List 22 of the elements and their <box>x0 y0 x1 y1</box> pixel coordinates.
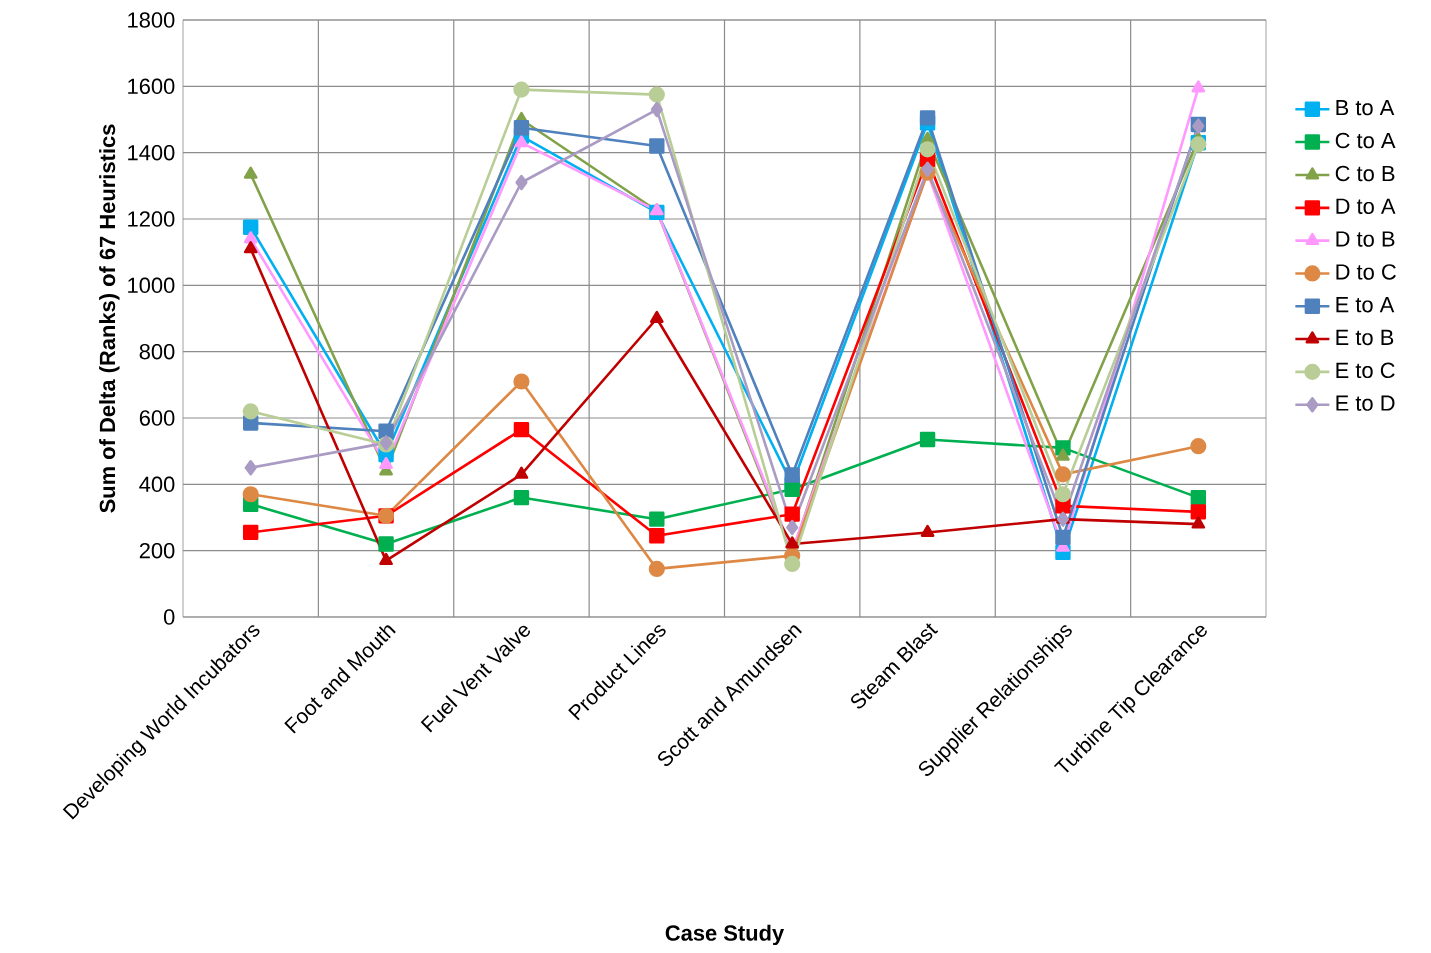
legend-label: E to D <box>1336 395 1395 411</box>
legend-label: C to A <box>1335 132 1396 149</box>
x-axis-title: Case Study <box>665 924 785 946</box>
legend-label: C to B <box>1335 165 1395 182</box>
y-axis-title: Sum of Delta (Ranks) of 67 Heuristics <box>99 124 120 513</box>
y-tick-label: 1400 <box>128 144 175 161</box>
legend-label: D to A <box>1336 198 1396 214</box>
legend-label: E to A <box>1336 297 1395 313</box>
legend-label: E to B <box>1336 329 1394 346</box>
y-tick-label: 1800 <box>128 12 175 28</box>
y-tick-label: 1600 <box>128 78 175 95</box>
y-tick-label: 1000 <box>128 277 175 294</box>
y-tick-label: 800 <box>139 343 175 360</box>
y-tick-label: 600 <box>139 410 175 426</box>
y-tick-label: 200 <box>139 542 175 559</box>
legend-label: D to C <box>1336 264 1396 280</box>
legend-label: E to C <box>1336 362 1395 379</box>
legend-label: B to A <box>1336 100 1395 116</box>
legend-label: D to B <box>1336 231 1395 247</box>
y-tick-label: 400 <box>139 476 175 493</box>
y-tick-label: 1200 <box>128 211 175 227</box>
y-tick-label: 0 <box>163 609 175 625</box>
